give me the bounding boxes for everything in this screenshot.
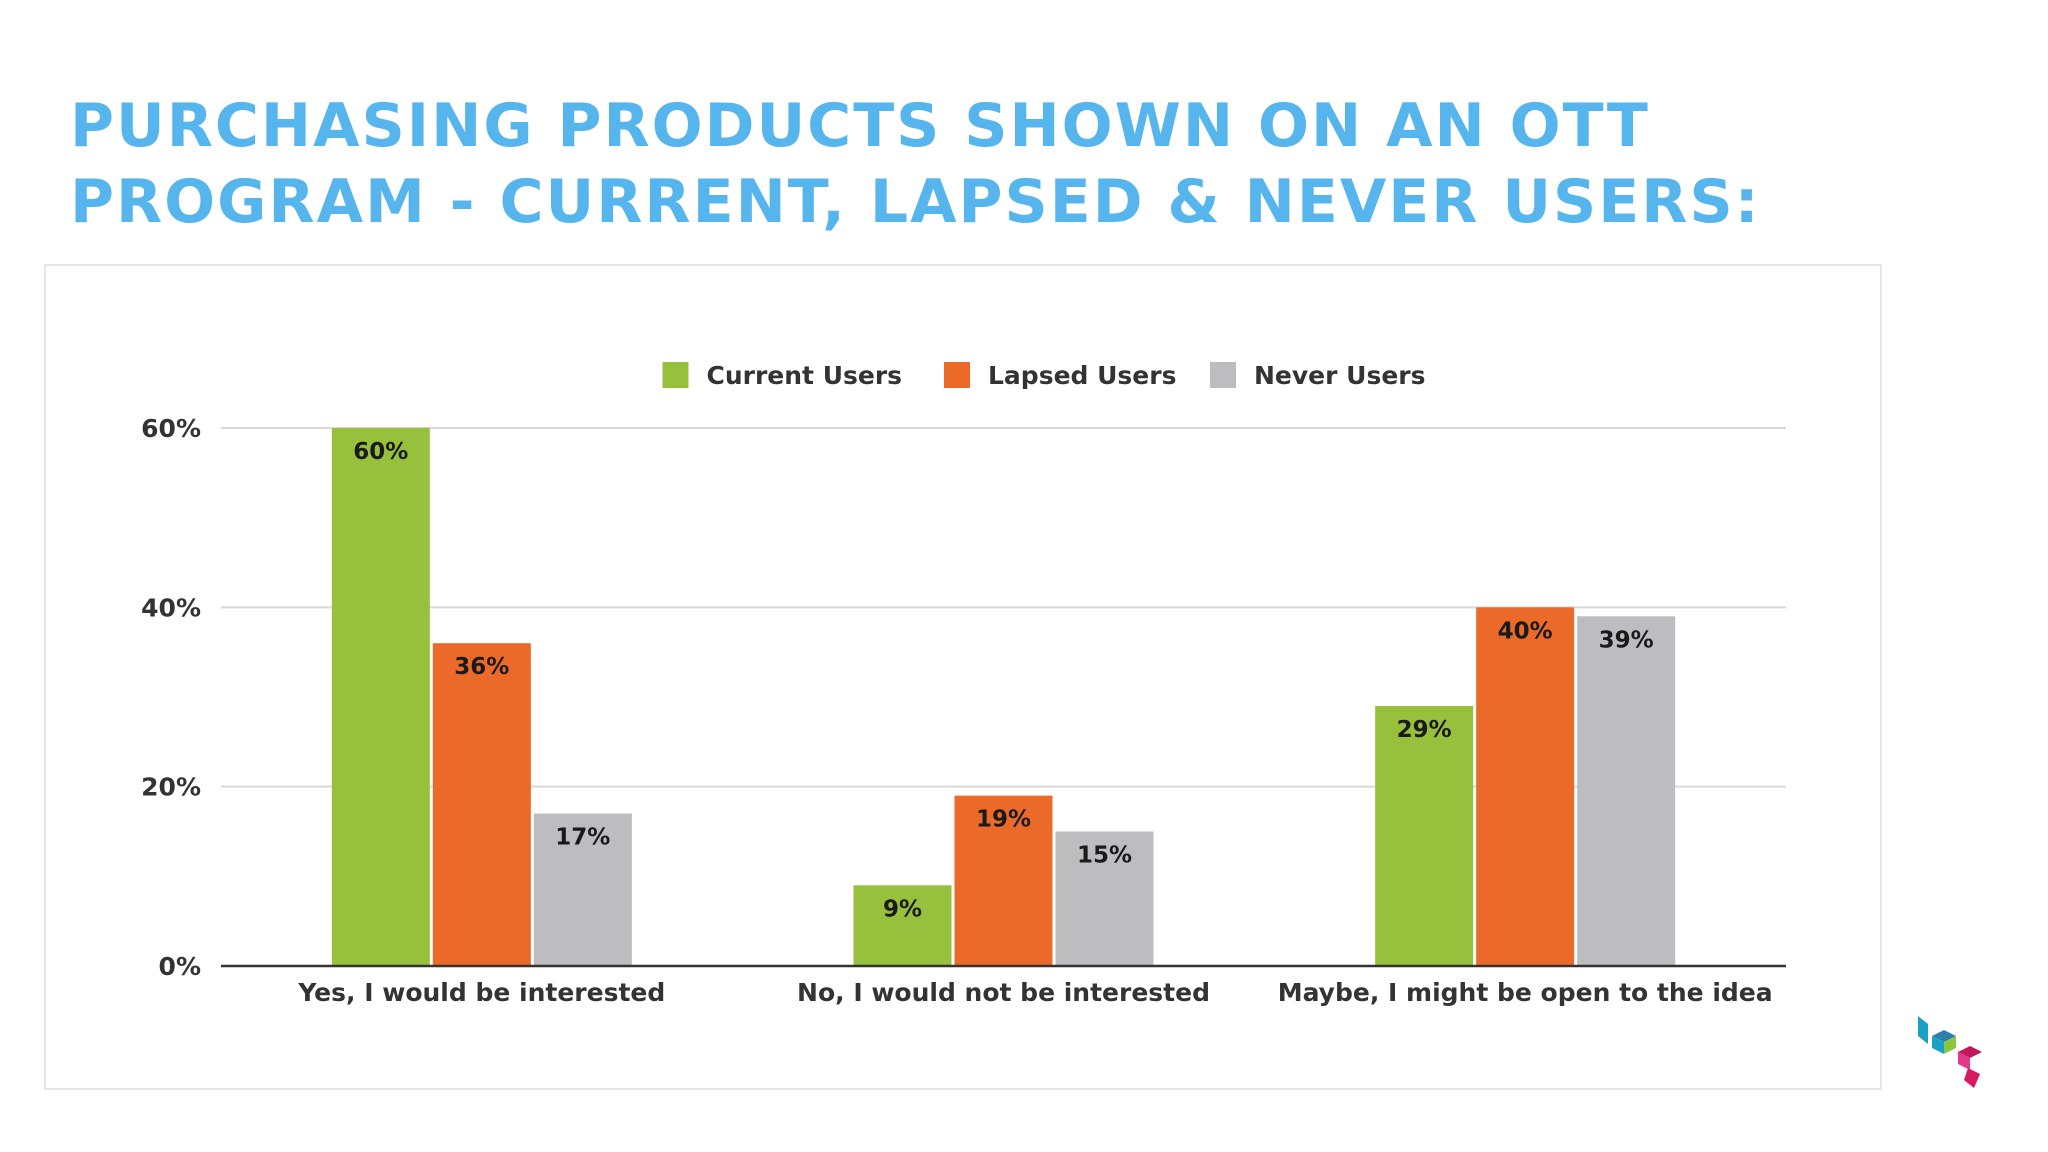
title-line-1: PURCHASING PRODUCTS SHOWN ON AN OTT (70, 91, 1650, 161)
x-tick-label: No, I would not be interested (797, 978, 1210, 1007)
axes: 0% 20% 40% 60% Yes, I would be interested No,… (141, 414, 1786, 1007)
data-label: 17% (555, 825, 610, 851)
x-tick-label: Maybe, I might be open to the idea (1278, 978, 1773, 1007)
legend: Current Users Lapsed Users Never Users (662, 361, 1426, 390)
x-tick-label: Yes, I would be interested (297, 978, 665, 1007)
data-label: 19% (976, 807, 1031, 833)
data-label: 36% (454, 654, 509, 680)
y-tick-label: 0% (159, 952, 201, 981)
legend-label: Current Users (707, 361, 903, 390)
bar (1577, 616, 1676, 966)
bar-chart: 60% 36% 17% 9% 19% 15% 29% 40% 39% 0% 20% 40% 60% Ye… (141, 361, 1786, 1007)
title-line-2: PROGRAM - CURRENT, LAPSED & NEVER USERS: (70, 167, 1761, 237)
bar (1476, 607, 1575, 966)
bar (432, 643, 531, 966)
legend-label: Lapsed Users (988, 361, 1176, 390)
bar (1055, 831, 1154, 966)
bar (331, 428, 430, 966)
chart-card: 60% 36% 17% 9% 19% 15% 29% 40% 39% 0% 20% 40% 60% Ye… (44, 264, 1882, 1090)
bar (853, 885, 952, 966)
legend-label: Never Users (1254, 361, 1426, 390)
data-label: 60% (353, 439, 408, 465)
data-label: 39% (1599, 627, 1654, 653)
legend-swatch (944, 362, 970, 388)
bars (331, 428, 1676, 966)
data-labels: 60% 36% 17% 9% 19% 15% 29% 40% 39% (353, 439, 1653, 922)
legend-swatch (662, 362, 689, 388)
page-title: PURCHASING PRODUCTS SHOWN ON AN OTT PROG… (70, 88, 1870, 240)
stacked-cubes-logo-icon (1912, 1012, 1992, 1096)
y-tick-label: 60% (141, 414, 201, 443)
bar (1375, 705, 1474, 966)
data-label: 29% (1397, 717, 1452, 743)
legend-swatch (1210, 362, 1236, 388)
data-label: 9% (883, 896, 922, 922)
bar (533, 813, 632, 966)
y-tick-label: 40% (141, 593, 201, 622)
y-tick-label: 20% (141, 773, 201, 802)
data-label: 15% (1077, 843, 1132, 869)
data-label: 40% (1498, 618, 1553, 644)
bar (954, 795, 1053, 966)
